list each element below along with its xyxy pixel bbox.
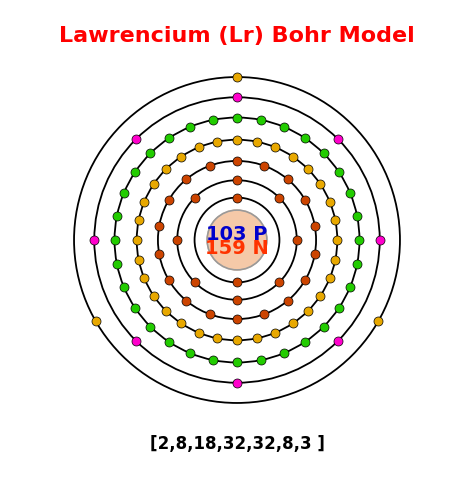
Circle shape	[207, 210, 267, 270]
Text: Lawrencium (Lr) Bohr Model: Lawrencium (Lr) Bohr Model	[59, 25, 415, 46]
Text: 159 N: 159 N	[205, 239, 269, 258]
Text: 103 P: 103 P	[206, 225, 268, 244]
Text: [2,8,18,32,32,8,3 ]: [2,8,18,32,32,8,3 ]	[150, 435, 324, 454]
